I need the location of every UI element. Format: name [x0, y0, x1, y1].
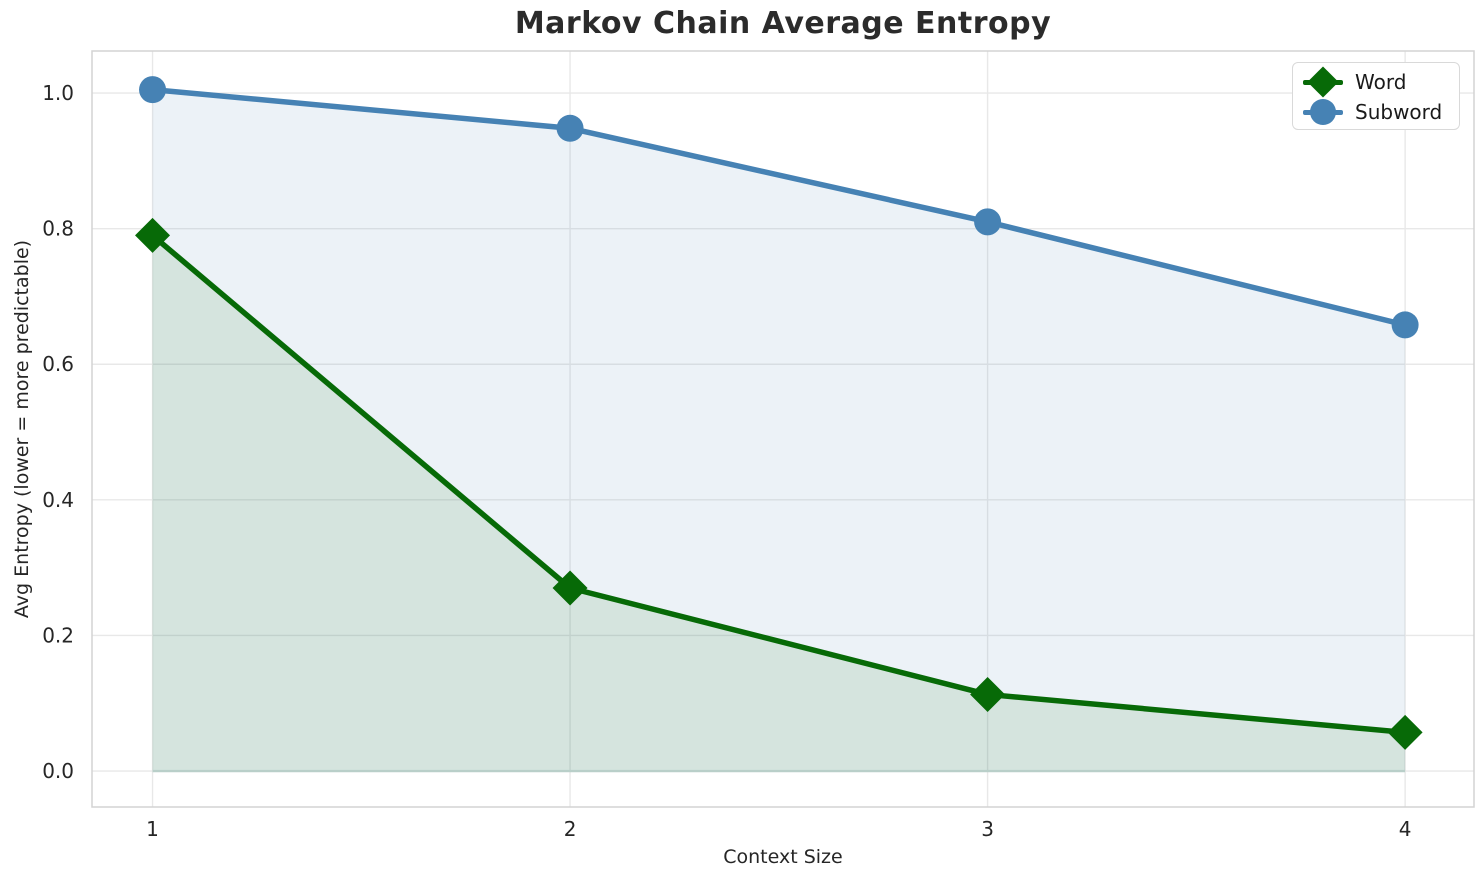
chart-title: Markov Chain Average Entropy: [514, 6, 1052, 41]
subword-marker-swatch: [1310, 99, 1336, 125]
y-axis-label: Avg Entropy (lower = more predictable): [11, 239, 33, 619]
x-tick-label: 4: [1399, 817, 1412, 841]
y-tick-label: 0.2: [42, 623, 74, 647]
word-data-point: [970, 676, 1006, 712]
x-tick-label: 2: [564, 817, 577, 841]
y-tick-label: 1.0: [42, 81, 74, 105]
word-data-point: [552, 570, 588, 606]
y-tick-label: 0.4: [42, 488, 74, 512]
plot-border: [91, 50, 1475, 808]
legend-label-word: Word: [1355, 70, 1407, 94]
y-tick-label: 0.6: [42, 352, 74, 376]
word-diamond-icon: [1301, 66, 1347, 98]
subword-series-line: [149, 86, 1408, 328]
subword-data-point: [139, 76, 167, 104]
legend-label-subword: Subword: [1355, 100, 1443, 124]
subword-data-point: [974, 208, 1002, 236]
x-tick-label: 3: [981, 817, 994, 841]
y-tick-label: 0.8: [42, 217, 74, 241]
x-axis-label: Context Size: [723, 846, 843, 868]
legend-entry-subword: Subword: [1301, 97, 1449, 127]
subword-data-point: [556, 114, 584, 142]
word-marker-swatch: [1307, 66, 1339, 98]
subword-data-point: [1391, 311, 1419, 339]
subword-area-fill: [152, 89, 1406, 772]
subword-circle-icon: [1301, 97, 1347, 127]
legend-entry-word: Word: [1301, 66, 1449, 98]
y-tick-label: 0.0: [42, 759, 74, 783]
word-data-point: [1387, 714, 1423, 750]
x-tick-label: 1: [146, 817, 159, 841]
word-area-fill: [152, 235, 1406, 772]
word-series-line: [149, 232, 1408, 736]
legend: Word Subword: [1292, 62, 1460, 130]
word-data-point: [135, 217, 171, 253]
